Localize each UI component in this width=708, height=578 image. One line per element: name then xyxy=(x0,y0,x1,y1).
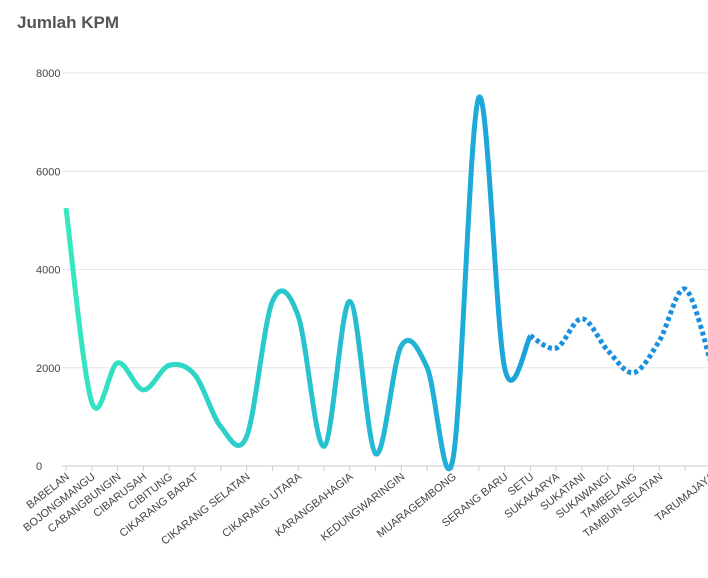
y-tick-label: 2000 xyxy=(36,363,60,375)
y-tick-label: 8000 xyxy=(36,68,60,80)
x-tick-label: KEDUNGWARINGIN xyxy=(319,471,407,544)
chart-title: Jumlah KPM xyxy=(17,13,119,32)
x-tick-label: CIKARANG SELATAN xyxy=(159,471,252,548)
line-series xyxy=(63,94,533,472)
y-tick-label: 4000 xyxy=(36,265,60,277)
y-tick-label: 6000 xyxy=(36,166,60,178)
y-tick-label: 0 xyxy=(36,461,42,473)
line-series xyxy=(529,286,708,376)
